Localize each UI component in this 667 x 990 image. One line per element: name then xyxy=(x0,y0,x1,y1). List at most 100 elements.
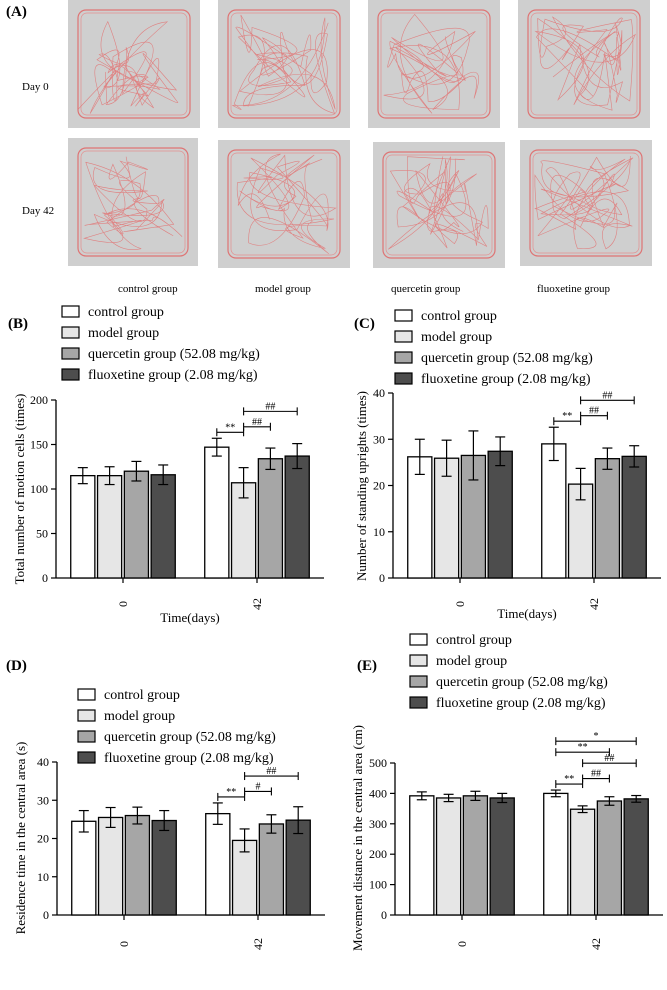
legend-label: quercetin group (52.08 mg/kg) xyxy=(436,675,608,690)
chart-panel-1: (C) control group model group quercetin gro… xyxy=(354,309,661,621)
bar xyxy=(596,800,623,916)
arena-border-track xyxy=(382,151,496,259)
chart-panel-3: (E) control group model group quercetin gro… xyxy=(350,633,663,951)
y-tick-label: 10 xyxy=(373,525,385,539)
panel-label: (C) xyxy=(354,316,375,332)
legend-swatch xyxy=(394,351,413,364)
bar xyxy=(96,474,123,579)
y-tick-label: 150 xyxy=(30,438,48,452)
bar xyxy=(257,458,284,579)
legend-label: fluoxetine group (2.08 mg/kg) xyxy=(421,372,591,387)
legend-label: model group xyxy=(88,326,159,341)
arena-background xyxy=(68,138,198,266)
legend-swatch xyxy=(77,751,96,764)
y-tick-label: 0 xyxy=(42,571,48,585)
y-tick-label: 100 xyxy=(30,482,48,496)
y-tick-label: 20 xyxy=(37,832,49,846)
bar xyxy=(541,443,567,579)
bar xyxy=(407,456,433,579)
arena-border-track xyxy=(527,9,641,119)
legend-swatch xyxy=(61,368,80,381)
arena-grid xyxy=(68,0,652,268)
arena-image xyxy=(218,140,350,268)
legend-label: fluoxetine group (2.08 mg/kg) xyxy=(436,696,606,711)
y-tick-label: 400 xyxy=(369,786,387,800)
arena-border-track xyxy=(529,149,643,257)
group-label-control: control group xyxy=(118,283,178,295)
y-axis-label: Residence time in the central area (s) xyxy=(13,742,28,935)
legend-swatch xyxy=(409,633,428,646)
arena-image xyxy=(68,0,200,128)
legend-swatch xyxy=(394,372,413,385)
arena-border-track xyxy=(532,152,640,254)
x-tick-label: 42 xyxy=(251,938,265,950)
arena-background xyxy=(373,142,505,268)
x-tick-label: 0 xyxy=(116,601,130,607)
legend-swatch xyxy=(61,347,80,360)
legend-label: control group xyxy=(104,688,180,703)
legend-label: fluoxetine group (2.08 mg/kg) xyxy=(88,368,258,383)
significance-label: * xyxy=(594,731,599,742)
bar xyxy=(433,457,460,579)
bar xyxy=(462,795,489,916)
arena-border-track xyxy=(80,150,186,254)
x-tick-label: 0 xyxy=(455,941,469,947)
bar xyxy=(97,816,124,916)
y-tick-label: 200 xyxy=(30,393,48,407)
arena-image xyxy=(520,140,652,266)
significance-label: ** xyxy=(562,411,572,422)
arena-border-track xyxy=(385,154,493,256)
bar xyxy=(231,839,258,916)
trajectory-path xyxy=(83,156,183,250)
bar xyxy=(487,450,513,579)
group-label-quercetin: quercetin group xyxy=(391,283,461,295)
legend-swatch xyxy=(409,696,428,709)
bar xyxy=(204,446,230,579)
bar xyxy=(623,798,649,916)
legend-swatch xyxy=(77,730,96,743)
bar xyxy=(150,474,176,579)
significance-label: ## xyxy=(591,769,601,780)
legend-swatch xyxy=(409,654,428,667)
arena-border-track xyxy=(377,9,491,119)
panel-a: (A) Day 0 Day 42 control group model gro… xyxy=(6,0,652,295)
significance-label: ** xyxy=(564,774,574,785)
arena-border-track xyxy=(77,9,191,119)
legend-label: control group xyxy=(436,633,512,648)
bar xyxy=(621,455,647,579)
y-tick-label: 0 xyxy=(379,571,385,585)
bar xyxy=(594,458,621,579)
arena-image xyxy=(368,0,500,128)
legend-swatch xyxy=(77,709,96,722)
bar xyxy=(435,797,462,916)
trajectory-path xyxy=(383,13,479,114)
x-axis-label: Time(days) xyxy=(497,606,556,621)
legend-label: control group xyxy=(88,305,164,320)
significance-label: ## xyxy=(602,390,612,401)
bar xyxy=(543,792,569,916)
legend-label: model group xyxy=(421,330,492,345)
x-tick-label: 0 xyxy=(453,601,467,607)
bar xyxy=(569,808,596,916)
x-tick-label: 42 xyxy=(587,598,601,610)
legend-label: control group xyxy=(421,309,497,324)
x-tick-label: 42 xyxy=(589,938,603,950)
y-tick-label: 300 xyxy=(369,817,387,831)
trajectory-path xyxy=(232,14,336,114)
legend-swatch xyxy=(61,305,80,318)
bar xyxy=(489,797,515,916)
legend-label: quercetin group (52.08 mg/kg) xyxy=(88,347,260,362)
significance-label: ## xyxy=(589,406,599,417)
y-axis-label: Total number of motion cells (times) xyxy=(12,394,27,585)
arena-border-track xyxy=(227,149,341,259)
y-tick-label: 20 xyxy=(373,479,385,493)
significance-label: ## xyxy=(252,417,262,428)
legend-label: quercetin group (52.08 mg/kg) xyxy=(421,351,593,366)
legend-swatch xyxy=(77,688,96,701)
legend-swatch xyxy=(409,675,428,688)
y-tick-label: 40 xyxy=(37,755,49,769)
arena-background xyxy=(68,0,200,128)
arena-border-track xyxy=(80,12,188,116)
bar xyxy=(71,820,97,916)
